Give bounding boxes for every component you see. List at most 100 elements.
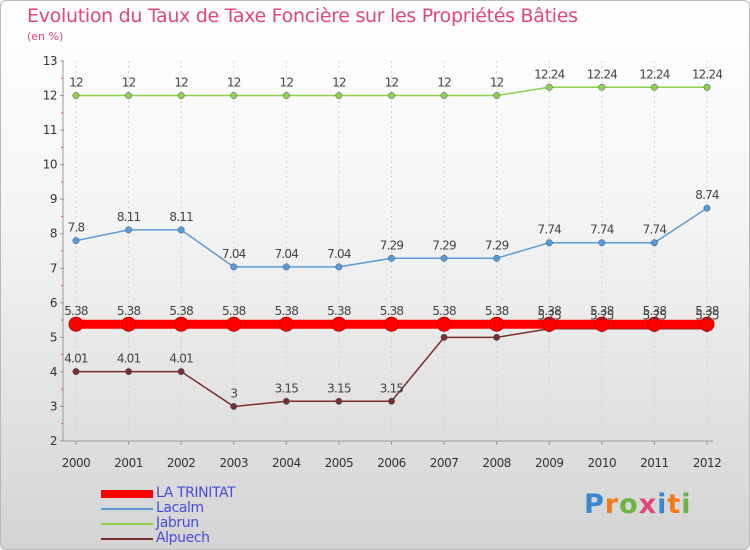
data-label-jabrun: 12 [227,76,241,90]
logo-letter: P [584,489,605,520]
data-point-jabrun [440,92,448,99]
data-point-lacalm [230,263,238,271]
data-label-la-trinitat: 5.38 [327,304,351,318]
y-tick-label: 2 [50,434,57,448]
data-label-lacalm: 7.04 [327,247,351,261]
legend-swatch [101,507,153,510]
x-tick-label: 2005 [325,456,354,470]
data-label-jabrun: 12 [385,76,399,90]
proxiti-logo: Proxiti [584,489,692,520]
data-point-la-trinitat [121,316,137,332]
y-tick-label: 9 [50,192,57,206]
data-label-lacalm: 7.74 [590,223,614,237]
logo-letter: o [619,489,639,520]
data-point-la-trinitat [489,316,505,332]
data-point-la-trinitat [384,316,399,332]
data-point-la-trinitat [541,316,557,332]
x-tick-label: 2008 [482,456,511,470]
x-tick-label: 2009 [535,456,564,470]
data-point-lacalm [703,204,711,212]
series-jabrun [72,83,711,99]
data-label-lacalm: 7.8 [68,221,85,235]
data-point-alpuech [177,368,185,376]
data-label-alpuech: 4.01 [64,352,88,366]
x-tick-label: 2001 [114,456,143,470]
data-label-lacalm: 7.04 [275,247,299,261]
data-point-jabrun [493,92,501,99]
data-point-jabrun [598,83,606,91]
data-label-alpuech: 5.25 [590,309,614,323]
data-point-la-trinitat [646,316,662,332]
data-point-lacalm [125,226,133,234]
logo-letter: i [681,489,692,520]
y-tick-label: 13 [43,54,57,68]
data-label-lacalm: 8.11 [117,210,141,224]
data-label-jabrun: 12 [122,76,136,90]
x-tick-label: 2006 [377,456,406,470]
data-point-jabrun [125,92,133,99]
data-point-jabrun [703,83,711,91]
data-label-la-trinitat: 5.38 [643,304,667,318]
y-tick-label: 4 [50,365,57,379]
chart-subtitle: (en %) [27,30,64,43]
chart-title: Evolution du Taux de Taxe Foncière sur l… [27,5,578,27]
data-point-lacalm [440,254,448,262]
data-point-la-trinitat [278,316,294,332]
data-label-jabrun: 12 [174,76,188,90]
data-point-jabrun [177,92,185,99]
x-tick-label: 2010 [588,456,617,470]
data-label-la-trinitat: 5.38 [432,304,456,318]
legend-label: Jabrun [156,515,199,531]
data-label-la-trinitat: 5.38 [64,304,88,318]
data-point-la-trinitat [331,316,347,332]
data-point-lacalm [282,263,290,271]
data-point-lacalm [177,226,185,234]
series-la-trinitat [68,316,715,332]
data-label-alpuech: 5.25 [695,309,719,323]
legend-swatch [101,489,153,498]
x-tick-label: 2007 [430,456,459,470]
data-label-alpuech: 4.01 [117,352,141,366]
data-label-la-trinitat: 5.38 [169,304,193,318]
data-point-alpuech [230,403,238,410]
data-point-jabrun [650,83,658,91]
data-point-lacalm [72,237,80,245]
y-tick-label: 12 [43,89,57,103]
data-label-alpuech: 3 [230,386,237,400]
data-label-lacalm: 7.74 [643,223,667,237]
data-label-alpuech: 3.15 [275,381,299,395]
y-tick-label: 10 [43,158,57,172]
data-label-jabrun: 12 [437,76,451,90]
data-point-jabrun [230,92,238,99]
data-point-lacalm [493,254,501,262]
data-point-lacalm [545,239,553,247]
y-tick-label: 3 [50,399,57,413]
data-point-la-trinitat [226,316,242,332]
data-label-alpuech: 4.01 [169,352,193,366]
data-label-jabrun: 12.24 [639,67,670,81]
data-label-alpuech: 3.15 [380,381,404,395]
data-point-lacalm [335,263,343,271]
data-label-la-trinitat: 5.38 [275,304,299,318]
data-point-lacalm [650,239,658,247]
data-point-alpuech [282,397,290,405]
data-label-lacalm: 8.74 [695,188,719,202]
data-point-alpuech [335,397,343,405]
data-label-la-trinitat: 5.38 [485,304,509,318]
logo-letter: r [604,489,620,520]
y-tick-label: 6 [50,296,57,310]
x-tick-label: 2002 [167,456,196,470]
data-label-la-trinitat: 5.38 [380,304,404,318]
data-point-la-trinitat [594,316,610,332]
data-label-lacalm: 7.29 [380,238,404,252]
data-label-lacalm: 7.74 [537,223,561,237]
axes: 2 3 4 5 6 7 8 9 10 11 12 13 2000 2001 2002 2003 2004 2005… [43,54,722,470]
data-point-alpuech [388,397,395,405]
x-tick-label: 2011 [640,456,669,470]
legend-label: Alpuech [156,530,210,546]
series-lacalm [72,204,711,271]
legend-label: Lacalm [156,500,204,516]
data-label-jabrun: 12.24 [534,67,565,81]
logo-letter: x [638,489,658,520]
